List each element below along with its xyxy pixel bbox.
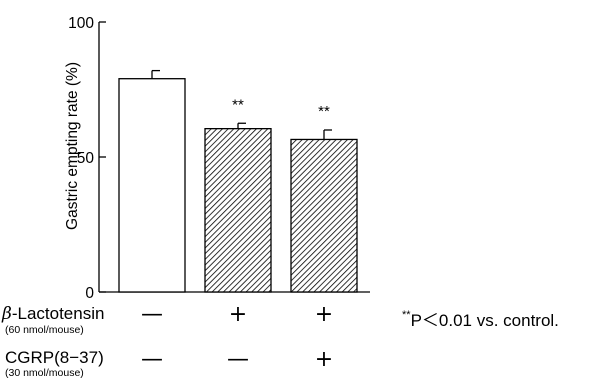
treatment-plus-symbol: + [314,347,334,372]
bar [204,127,272,293]
significance-note: **P＜0.01 vs. control. [402,306,559,331]
y-tick-label: 0 [85,285,94,302]
treatment-label-cgrp: CGRP(8−37) (30 nmol/mouse) [2,348,104,379]
treatment-plus-symbol: + [228,302,248,327]
treatment-label-lactotensin: β-Lactotensin (60 nmol/mouse) [2,304,104,336]
treatment-minus-symbol: — [141,302,163,327]
treatment-plus-symbol: + [314,302,334,327]
significance-label: ** [318,103,330,120]
cgrp-dose: (30 nmol/mouse) [5,367,84,379]
significance-note-stars: ** [402,309,411,321]
chart-bars: ** ** [118,69,358,293]
y-tick-label: 100 [68,15,94,32]
significance-note-text: P＜0.01 vs. control. [410,311,559,330]
lactotensin-dose: (60 nmol/mouse) [5,324,84,336]
beta-symbol: β [2,304,12,324]
significance-label: ** [232,96,244,113]
y-axis-label: Gastric empting rate (%) [64,62,81,230]
treatment-minus-symbol: — [227,347,249,372]
treatment-minus-symbol: — [141,347,163,372]
lactotensin-name: -Lactotensin [11,304,105,323]
bar [118,78,186,293]
bar [290,138,358,293]
y-tick-label: 50 [77,150,95,167]
cgrp-name: CGRP(8−37) [5,348,104,367]
